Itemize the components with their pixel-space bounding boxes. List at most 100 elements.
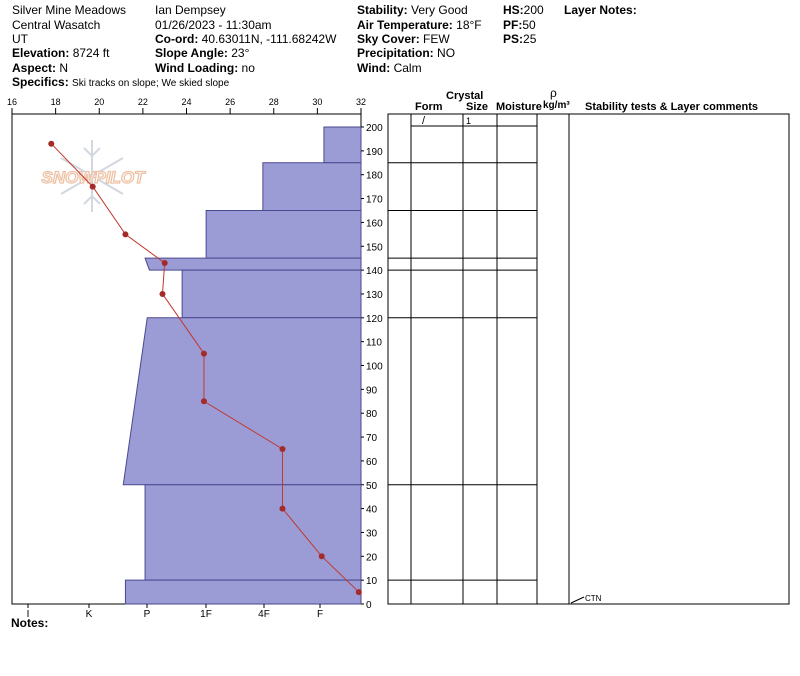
temperature-point bbox=[279, 505, 286, 512]
slope-value: 23° bbox=[231, 46, 250, 60]
height-tick-label: 40 bbox=[366, 505, 378, 516]
observation-datetime: 01/26/2023 - 11:30am bbox=[155, 18, 272, 32]
temp-tick-label: 24 bbox=[181, 97, 191, 107]
wind-value: Calm bbox=[393, 61, 422, 75]
ps-value: 25 bbox=[523, 32, 537, 46]
precip-value: NO bbox=[437, 46, 456, 60]
range-name: Central Wasatch bbox=[12, 18, 101, 32]
hs-label: HS: bbox=[503, 3, 524, 17]
height-tick-label: 110 bbox=[366, 338, 382, 349]
height-tick-label: 30 bbox=[366, 528, 378, 539]
height-tick-label: 70 bbox=[366, 433, 378, 444]
temperature-point bbox=[89, 183, 96, 190]
sky-value: FEW bbox=[423, 32, 450, 46]
hardness-layer bbox=[323, 126, 362, 164]
temperature-point bbox=[355, 589, 362, 596]
height-axis: 2001901801701601501401301201101009080706… bbox=[361, 123, 383, 611]
table-frame bbox=[387, 113, 790, 605]
state-name: UT bbox=[12, 32, 28, 46]
temperature-point bbox=[279, 445, 286, 452]
hs-value: 200 bbox=[523, 3, 544, 17]
ps-label: PS: bbox=[503, 32, 524, 46]
logo-text: SNOWPILOT bbox=[42, 168, 147, 187]
sky-cover: Sky Cover: FEW bbox=[357, 32, 450, 46]
air-temp-label: Air Temperature: bbox=[357, 18, 453, 32]
height-tick-label: 50 bbox=[366, 481, 378, 492]
hardness-axis: I K P 1F 4F F bbox=[27, 604, 323, 620]
coord-label: Co-ord: bbox=[155, 32, 199, 46]
wind-loading: Wind Loading: no bbox=[155, 61, 255, 75]
temp-tick-label: 30 bbox=[312, 97, 322, 107]
height-tick-label: 200 bbox=[366, 123, 383, 134]
height-tick-label: 180 bbox=[366, 171, 383, 182]
stability: Stability: Very Good bbox=[357, 3, 468, 17]
height-tick-label: 100 bbox=[366, 362, 383, 373]
stability-test-label: CTN bbox=[585, 594, 602, 603]
temperature-point bbox=[200, 398, 207, 405]
hardness-label: I bbox=[27, 609, 30, 620]
hardness-label: F bbox=[317, 609, 323, 620]
height-tick-label: 170 bbox=[366, 195, 383, 206]
notes: Notes: bbox=[11, 616, 48, 630]
hardness-label: P bbox=[144, 609, 151, 620]
aspect-value: N bbox=[59, 61, 69, 75]
elevation-value: 8724 ft bbox=[72, 46, 110, 60]
height-tick-label: 90 bbox=[366, 385, 378, 396]
precip-label: Precipitation: bbox=[357, 46, 434, 60]
temperature-point bbox=[318, 553, 325, 560]
height-tick-label: 160 bbox=[366, 218, 383, 229]
moisture-header: Moisture bbox=[496, 101, 542, 113]
hardness-layer bbox=[144, 484, 362, 581]
pf-label: PF: bbox=[503, 18, 523, 32]
temperature-points bbox=[48, 140, 362, 596]
hardness-layer bbox=[205, 209, 362, 259]
temp-tick-label: 18 bbox=[51, 97, 61, 107]
temperature-axis: 16 18 20 22 24 26 28 30 32 bbox=[7, 97, 366, 114]
observer-name: Ian Dempsey bbox=[155, 3, 226, 17]
wind-loading-label: Wind Loading: bbox=[155, 61, 239, 75]
elevation: Elevation: 8724 ft bbox=[12, 46, 109, 60]
first-row-size: 1 bbox=[466, 116, 471, 126]
height-tick-label: 10 bbox=[366, 576, 378, 587]
wind-label: Wind: bbox=[357, 61, 391, 75]
height-tick-label: 190 bbox=[366, 147, 383, 158]
coordinates: Co-ord: 40.63011N, -111.68242W bbox=[155, 32, 336, 46]
air-temp-value: 18°F bbox=[456, 18, 482, 32]
specifics: Specifics: Ski tracks on slope; We skied… bbox=[12, 75, 229, 91]
specifics-label: Specifics: bbox=[12, 75, 69, 89]
aspect: Aspect: N bbox=[12, 61, 68, 75]
hardness-label: K bbox=[86, 609, 93, 620]
coord-value: 40.63011N, -111.68242W bbox=[201, 32, 337, 46]
hardness-layer bbox=[122, 317, 362, 486]
slope-label: Slope Angle: bbox=[155, 46, 228, 60]
temperature-point bbox=[122, 231, 129, 238]
layer-notes: Layer Notes: bbox=[564, 3, 637, 17]
layer-notes-label: Layer Notes: bbox=[564, 3, 637, 17]
stability-test-pointer bbox=[570, 596, 585, 604]
form-header: Form bbox=[415, 101, 443, 113]
height-tick-label: 130 bbox=[366, 290, 383, 301]
height-tick-label: 80 bbox=[366, 409, 378, 420]
height-tick-label: 0 bbox=[366, 600, 372, 611]
stability-comments-header: Stability tests & Layer comments bbox=[585, 101, 758, 113]
wind: Wind: Calm bbox=[357, 61, 422, 75]
ski-penetration: PS:25 bbox=[503, 32, 536, 46]
first-row-form: / bbox=[422, 115, 426, 127]
hardness-label: 4F bbox=[258, 609, 270, 620]
specifics-value: Ski tracks on slope; We skied slope bbox=[72, 78, 230, 89]
sky-label: Sky Cover: bbox=[357, 32, 420, 46]
crystal-header: Crystal bbox=[446, 90, 483, 102]
foot-penetration: PF:50 bbox=[503, 18, 536, 32]
snowpilot-logo: SNOWPILOT bbox=[41, 140, 147, 212]
table-layer-lines bbox=[388, 162, 537, 581]
height-tick-label: 60 bbox=[366, 457, 378, 468]
hardness-layer bbox=[124, 579, 362, 605]
height-tick-label: 20 bbox=[366, 552, 378, 563]
rho-unit-header: kg/m³ bbox=[543, 100, 570, 111]
air-temperature: Air Temperature: 18°F bbox=[357, 18, 482, 32]
notes-label: Notes: bbox=[11, 616, 49, 630]
snow-height: HS:200 bbox=[503, 3, 544, 17]
stability-value: Very Good bbox=[411, 3, 468, 17]
rho-header: ρ bbox=[550, 86, 557, 100]
